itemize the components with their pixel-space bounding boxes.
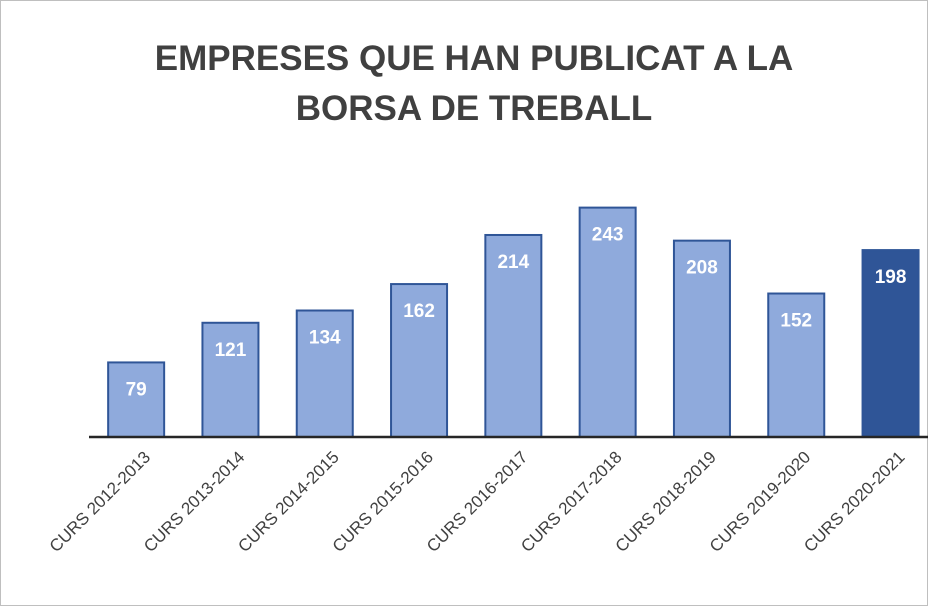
bar xyxy=(201,321,260,438)
value-label: 152 xyxy=(780,311,812,332)
bar xyxy=(767,292,826,438)
x-tick-label: CURS 2014-2015 xyxy=(234,448,342,556)
value-label: 214 xyxy=(497,252,529,273)
value-label: 243 xyxy=(592,225,624,246)
x-tick-label: CURS 2020-2021 xyxy=(800,448,908,556)
x-tick-label: CURS 2019-2020 xyxy=(706,448,814,556)
x-tick-label: CURS 2012-2013 xyxy=(46,448,154,556)
value-label: 134 xyxy=(309,328,341,349)
value-label: 121 xyxy=(215,340,247,361)
x-tick-label: CURS 2017-2018 xyxy=(517,448,625,556)
bar xyxy=(672,239,731,438)
value-label: 208 xyxy=(686,258,718,279)
value-label: 79 xyxy=(126,379,147,400)
x-tick-label: CURS 2018-2019 xyxy=(612,448,720,556)
value-label: 198 xyxy=(875,267,907,288)
x-tick-label: CURS 2015-2016 xyxy=(329,448,437,556)
x-tick-label: CURS 2013-2014 xyxy=(140,448,248,556)
x-tick-label: CURS 2016-2017 xyxy=(423,448,531,556)
bar xyxy=(578,206,637,438)
value-label: 162 xyxy=(403,301,435,322)
bar xyxy=(861,249,920,438)
bar xyxy=(107,361,166,439)
chart-title: EMPRESES QUE HAN PUBLICAT A LA BORSA DE … xyxy=(154,39,794,128)
